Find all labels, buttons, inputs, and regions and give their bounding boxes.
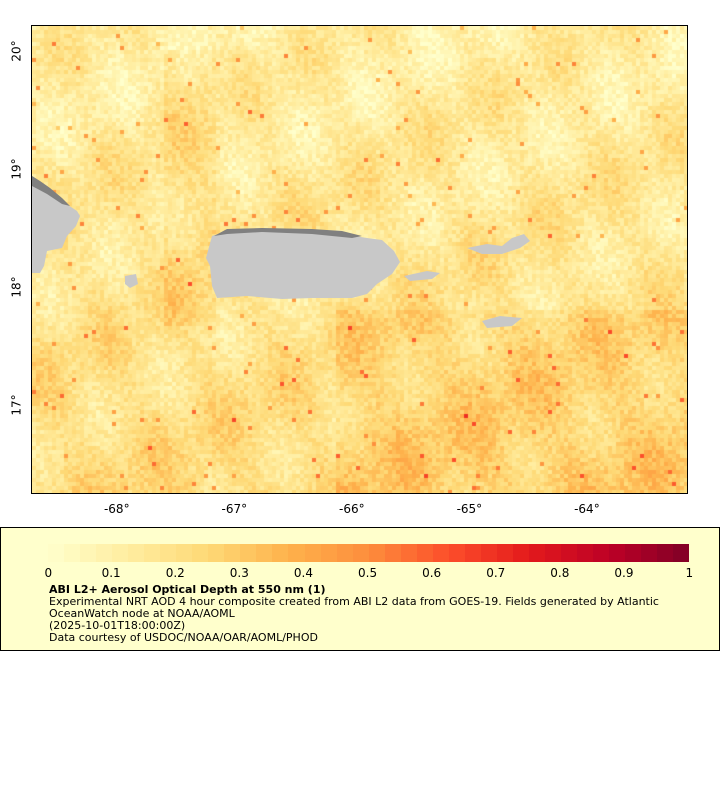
colorbar-tick-label: 0.7 — [486, 566, 506, 580]
colorbar-tick-label: 0 — [44, 566, 53, 580]
colorbar-step — [352, 544, 369, 562]
colorbar-tick-label: 0.3 — [229, 566, 249, 580]
colorbar-step — [336, 544, 353, 562]
colorbar-tick-label: 1 — [685, 566, 694, 580]
colorbar-tick-label: 0.5 — [358, 566, 378, 580]
colorbar-step — [657, 544, 674, 562]
colorbar-step — [160, 544, 177, 562]
lon-tick-label: -64° — [574, 502, 600, 516]
colorbar-step — [561, 544, 578, 562]
colorbar-tick-label: 0.1 — [101, 566, 121, 580]
colorbar-tick-label: 0.4 — [293, 566, 313, 580]
colorbar-step — [416, 544, 433, 562]
lat-tick-label: 18° — [9, 276, 24, 298]
lat-tick-label: 17° — [9, 393, 24, 416]
colorbar-tick-label: 0.8 — [550, 566, 570, 580]
colorbar-step — [368, 544, 385, 562]
colorbar-step — [625, 544, 642, 562]
colorbar-step — [64, 544, 81, 562]
colorbar-step — [384, 544, 401, 562]
colorbar-step — [96, 544, 113, 562]
lon-tick-label: -66° — [339, 502, 365, 516]
colorbar-step — [144, 544, 161, 562]
colorbar-tick-label: 0.9 — [614, 566, 634, 580]
legend-description-1: Experimental NRT AOD 4 hour composite cr… — [49, 595, 659, 608]
lon-tick-label: -65° — [456, 502, 483, 516]
colorbar-step — [577, 544, 594, 562]
legend-credit: Data courtesy of USDOC/NOAA/OAR/AOML/PHO… — [49, 631, 318, 644]
colorbar-step — [544, 544, 561, 562]
colorbar-step — [304, 544, 321, 562]
legend-panel: 0 0.1 0.2 0.3 0.4 0.5 0.6 0.7 0.8 0.9 1 ABI L2+ Ae… — [0, 527, 720, 651]
land-mask — [32, 176, 530, 328]
colorbar-step — [673, 544, 690, 562]
colorbar-step — [256, 544, 273, 562]
legend-time: (2025-10-01T18:00:00Z) — [49, 619, 186, 632]
lon-tick-label: -67° — [221, 502, 248, 516]
colorbar-step — [512, 544, 529, 562]
colorbar-step — [80, 544, 97, 562]
colorbar-step — [593, 544, 610, 562]
hispaniola-edge — [32, 176, 70, 206]
colorbar-step — [609, 544, 626, 562]
colorbar-step — [224, 544, 241, 562]
colorbar-tick-label: 0.6 — [422, 566, 442, 580]
colorbar-step — [288, 544, 305, 562]
colorbar-step — [128, 544, 145, 562]
colorbar — [48, 544, 690, 562]
colorbar-step — [272, 544, 289, 562]
colorbar-step — [208, 544, 225, 562]
colorbar-step — [112, 544, 129, 562]
puerto-rico-edge — [214, 228, 362, 238]
colorbar-step — [176, 544, 193, 562]
colorbar-tick-label: 0.2 — [165, 566, 185, 580]
colorbar-step — [480, 544, 497, 562]
colorbar-step — [496, 544, 513, 562]
aod-map — [31, 25, 688, 494]
colorbar-step — [464, 544, 481, 562]
lat-tick-label: 19° — [9, 158, 24, 180]
colorbar-step — [448, 544, 465, 562]
colorbar-step — [432, 544, 449, 562]
colorbar-step — [641, 544, 658, 562]
colorbar-step — [400, 544, 417, 562]
puerto-rico-land — [206, 230, 400, 299]
legend-description-2: OceanWatch node at NOAA/AOML — [49, 607, 235, 620]
hispaniola-land — [32, 176, 80, 273]
st-croix-island — [482, 316, 522, 328]
colorbar-step — [528, 544, 545, 562]
lat-tick-label: 20° — [9, 40, 24, 62]
colorbar-step — [192, 544, 209, 562]
virgin-islands — [467, 234, 530, 254]
legend-title: ABI L2+ Aerosol Optical Depth at 550 nm … — [49, 583, 326, 596]
lon-tick-label: -68° — [103, 502, 130, 516]
colorbar-step — [320, 544, 337, 562]
colorbar-step — [240, 544, 257, 562]
mona-island — [125, 274, 138, 288]
vieques-island — [404, 271, 440, 281]
colorbar-step — [48, 544, 65, 562]
